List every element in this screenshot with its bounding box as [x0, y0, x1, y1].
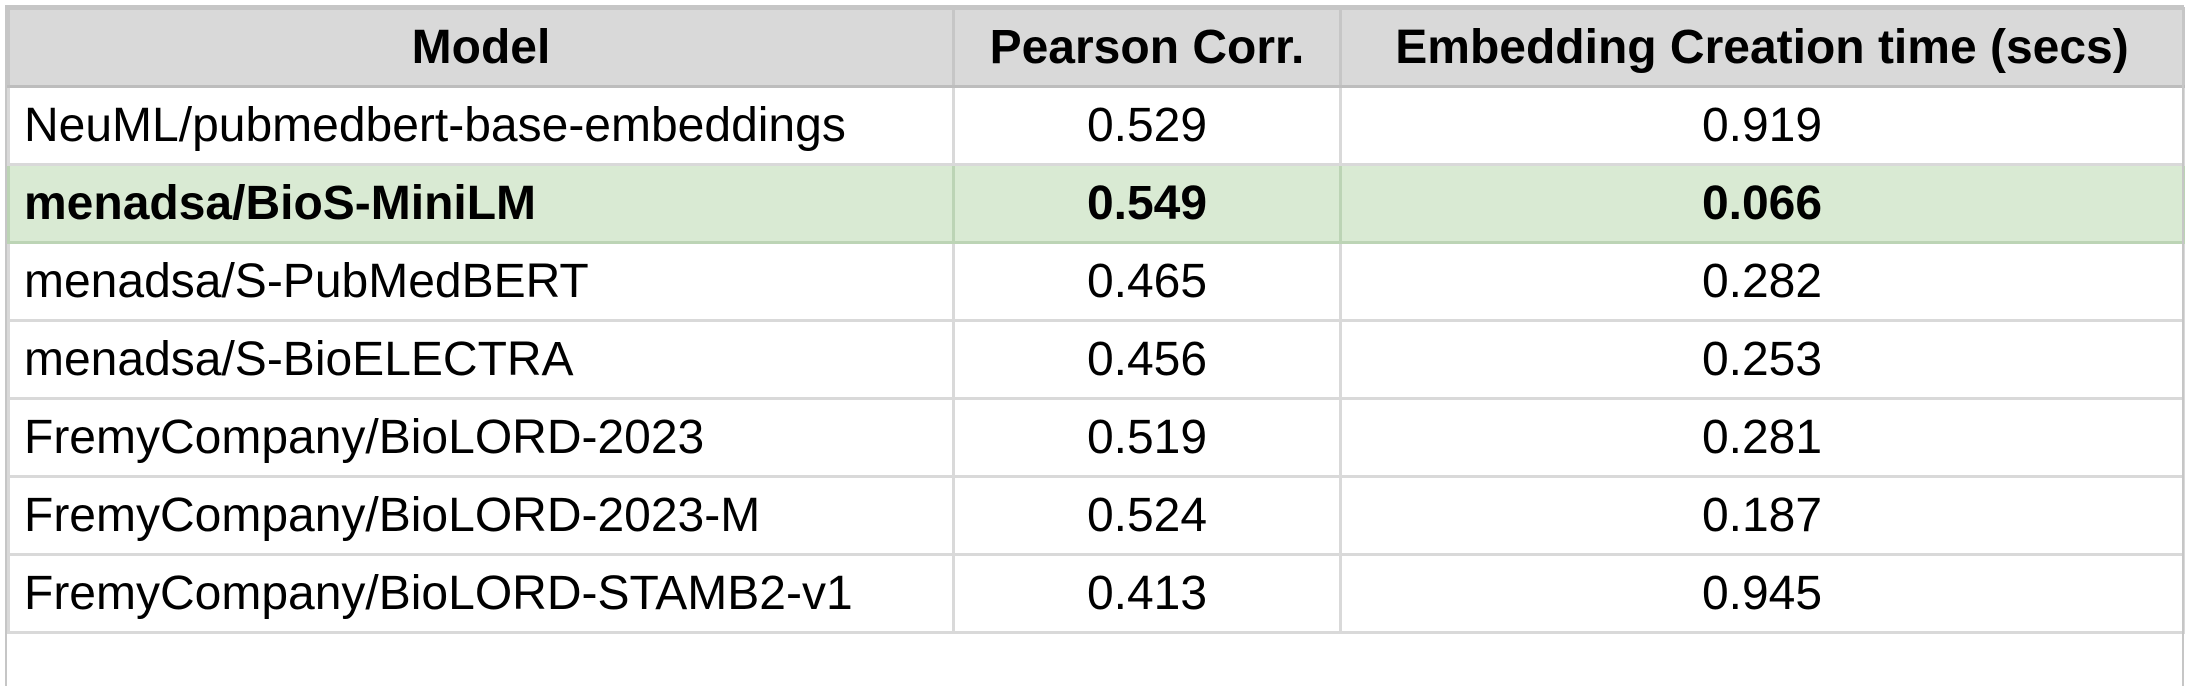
cell-time: 0.281 [1339, 397, 2185, 478]
cell-model: menadsa/S-PubMedBERT [7, 241, 955, 322]
cell-time: 0.919 [1339, 85, 2185, 166]
cell-time: 0.253 [1339, 319, 2185, 400]
cell-time: 0.066 [1339, 163, 2185, 244]
header-model: Model [7, 7, 955, 88]
cell-pearson: 0.413 [952, 553, 1342, 634]
cell-model: FremyCompany/BioLORD-2023-M [7, 475, 955, 556]
cell-pearson: 0.529 [952, 85, 1342, 166]
table-row: FremyCompany/BioLORD-STAMB2-v1 0.413 0.9… [7, 553, 2185, 634]
table-row-highlighted: menadsa/BioS-MiniLM 0.549 0.066 [7, 163, 2185, 244]
header-time: Embedding Creation time (secs) [1339, 7, 2185, 88]
cell-pearson: 0.465 [952, 241, 1342, 322]
cell-model: menadsa/S-BioELECTRA [7, 319, 955, 400]
header-row: Model Pearson Corr. Embedding Creation t… [7, 7, 2185, 88]
table-row: menadsa/S-PubMedBERT 0.465 0.282 [7, 241, 2185, 322]
table-row: menadsa/S-BioELECTRA 0.456 0.253 [7, 319, 2185, 400]
cell-pearson: 0.519 [952, 397, 1342, 478]
cell-model: FremyCompany/BioLORD-2023 [7, 397, 955, 478]
cell-pearson: 0.456 [952, 319, 1342, 400]
cell-pearson: 0.524 [952, 475, 1342, 556]
cell-time: 0.945 [1339, 553, 2185, 634]
cell-pearson: 0.549 [952, 163, 1342, 244]
table-row: NeuML/pubmedbert-base-embeddings 0.529 0… [7, 85, 2185, 166]
results-table: Model Pearson Corr. Embedding Creation t… [7, 7, 2185, 634]
table-row: FremyCompany/BioLORD-2023 0.519 0.281 [7, 397, 2185, 478]
cell-model: NeuML/pubmedbert-base-embeddings [7, 85, 955, 166]
cell-model: menadsa/BioS-MiniLM [7, 163, 955, 244]
cell-time: 0.282 [1339, 241, 2185, 322]
cell-time: 0.187 [1339, 475, 2185, 556]
header-pearson: Pearson Corr. [952, 7, 1342, 88]
table-row: FremyCompany/BioLORD-2023-M 0.524 0.187 [7, 475, 2185, 556]
cell-model: FremyCompany/BioLORD-STAMB2-v1 [7, 553, 955, 634]
